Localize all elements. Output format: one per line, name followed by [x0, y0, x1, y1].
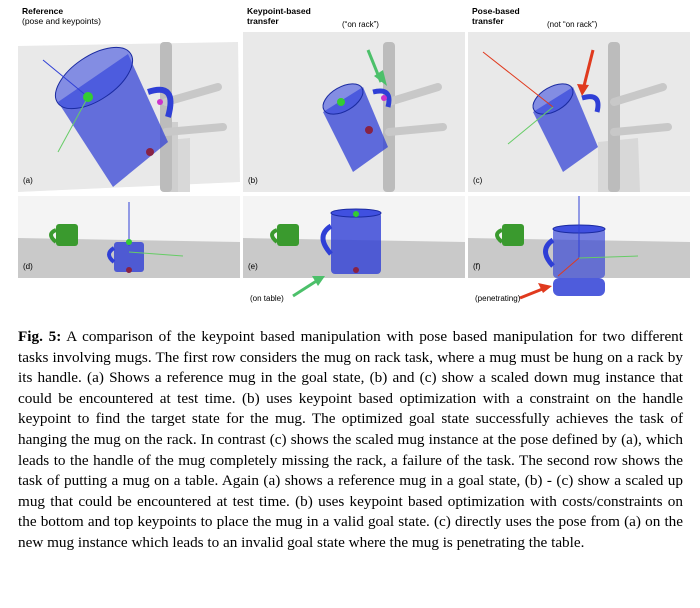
panel-label: (e): [248, 262, 258, 271]
panel-label: (f): [473, 262, 481, 271]
panel-label: (b): [248, 176, 258, 185]
annotation-on-table: (on table): [250, 294, 284, 303]
column-title: Pose-based: [472, 6, 520, 16]
mug-pose-transfer: [532, 83, 601, 172]
mug-reference: [55, 46, 174, 187]
keypoint-bottom: [146, 148, 154, 156]
column-title: Keypoint-based: [247, 6, 311, 16]
green-arrow: [292, 278, 319, 298]
caption-label: Fig. 5:: [18, 328, 62, 345]
annotation-penetrating: (penetrating): [475, 294, 521, 303]
column-title: Reference: [22, 6, 64, 16]
panel-e: (e): [243, 196, 465, 278]
panel-f: (f): [468, 196, 690, 278]
overlay-arrows: [292, 276, 605, 300]
column-header-pose: Pose-based transfer: [472, 6, 520, 26]
column-header-keypoint: Keypoint-based transfer: [247, 6, 311, 26]
red-arrow: [519, 286, 546, 300]
keypoint-handle: [157, 99, 163, 105]
column-subtitle: transfer: [247, 16, 279, 26]
column-header-reference: Reference (pose and keypoints): [22, 6, 101, 26]
penetrating-mug-bottom: [553, 278, 605, 296]
panel-label: (c): [473, 176, 483, 185]
panel-d: (d): [18, 196, 240, 278]
figure-caption: Fig. 5: A comparison of the keypoint bas…: [18, 327, 683, 554]
red-arrow: [581, 49, 595, 91]
panel-label: (a): [23, 176, 33, 185]
panel-a: (a): [18, 32, 240, 192]
column-subtitle: (pose and keypoints): [22, 16, 101, 26]
panel-b: (b): [243, 32, 465, 192]
caption-text: A comparison of the keypoint based manip…: [18, 328, 683, 551]
annotation-not-on-rack: (not “on rack”): [547, 20, 598, 29]
annotation-on-rack: (“on rack”): [342, 20, 379, 29]
panel-label: (d): [23, 262, 33, 271]
green-mug: [56, 224, 78, 246]
panel-c: (c): [468, 32, 690, 192]
column-subtitle: transfer: [472, 16, 504, 26]
keypoint-top: [83, 92, 93, 102]
